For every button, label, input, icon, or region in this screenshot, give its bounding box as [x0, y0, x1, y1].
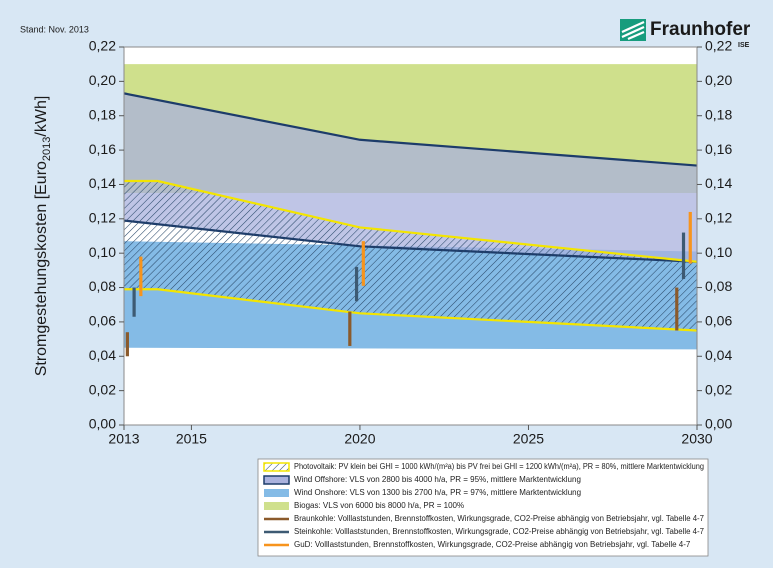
y-label-end: /kWh] [33, 96, 50, 137]
logo: Fraunhofer ISE [620, 19, 751, 49]
y-axis-label: Stromgestehungskosten [Euro2013/kWh] [33, 96, 53, 377]
plot-frame [123, 46, 698, 426]
note: Stand: Nov. 2013 [20, 24, 89, 34]
y2-tick-label: 0,12 [705, 210, 732, 226]
y-tick-label: 0,04 [89, 347, 116, 363]
y-tick-label: 0,20 [89, 72, 116, 88]
y-tick-label: 0,02 [89, 381, 116, 397]
y-label-sub: 2013 [41, 137, 53, 161]
x-tick-label: 2015 [176, 431, 207, 447]
y-tick-label: 0,18 [89, 106, 116, 122]
x-tick-label: 2025 [513, 431, 544, 447]
legend-swatch [264, 489, 289, 497]
y2-tick-label: 0,00 [705, 416, 732, 432]
plot [123, 64, 698, 357]
logo-stripes [621, 20, 645, 41]
y-tick-label: 0,14 [89, 175, 116, 191]
y-tick-label: 0,08 [89, 278, 116, 294]
y-tick-label: 0,16 [89, 141, 116, 157]
y-tick-label: 0,22 [89, 38, 116, 54]
x-tick-label: 2030 [681, 431, 712, 447]
legend-box [257, 458, 709, 557]
y-tick-label: 0,06 [89, 313, 116, 329]
y-tick-label: 0,00 [89, 416, 116, 432]
x-tick-label: 2020 [344, 431, 375, 447]
y-tick-label: 0,10 [89, 244, 116, 260]
logo-name: Fraunhofer [650, 19, 751, 40]
y2-tick-label: 0,18 [705, 106, 732, 122]
legend-label: Steinkohle: Volllaststunden, Brennstoffk… [294, 527, 705, 536]
legend-swatch [264, 502, 289, 510]
logo-unit: ISE [738, 42, 750, 49]
legend-label: Photovoltaik: PV klein bei GHI = 1000 kW… [294, 462, 704, 471]
legend-label: Biogas: VLS von 6000 bis 8000 h/a, PR = … [294, 501, 464, 510]
legend: Photovoltaik: PV klein bei GHI = 1000 kW… [263, 462, 705, 549]
x-tick-label: 2013 [108, 431, 139, 447]
legend-label: Braunkohle: Volllaststunden, Brennstoffk… [294, 514, 705, 523]
y2-tick-label: 0,14 [705, 175, 732, 191]
band-edge [124, 179, 698, 263]
band-edge [123, 92, 698, 167]
y2-tick-label: 0,02 [705, 381, 732, 397]
legend-label: Wind Offshore: VLS von 2800 bis 4000 h/a… [294, 475, 581, 484]
legend-swatch [263, 462, 290, 472]
axes: 0,00 0,00 0,02 0,02 0,04 0,04 0,06 0,06 0,08 0,08… [89, 38, 733, 447]
band-fill [124, 181, 697, 331]
y2-tick-label: 0,10 [705, 244, 732, 260]
y2-tick-label: 0,08 [705, 278, 732, 294]
y2-tick-label: 0,06 [705, 313, 732, 329]
y-label-main: Stromgestehungskosten [Euro [33, 161, 50, 376]
y-tick-label: 0,12 [89, 210, 116, 226]
y2-tick-label: 0,22 [705, 38, 732, 54]
y2-tick-label: 0,16 [705, 141, 732, 157]
legend-label: GuD: Volllaststunden, Brennstoffkosten, … [294, 540, 691, 549]
legend-swatch [263, 475, 290, 485]
y2-tick-label: 0,04 [705, 347, 732, 363]
y2-tick-label: 0,20 [705, 72, 732, 88]
legend-label: Wind Onshore: VLS von 1300 bis 2700 h/a,… [294, 488, 581, 497]
